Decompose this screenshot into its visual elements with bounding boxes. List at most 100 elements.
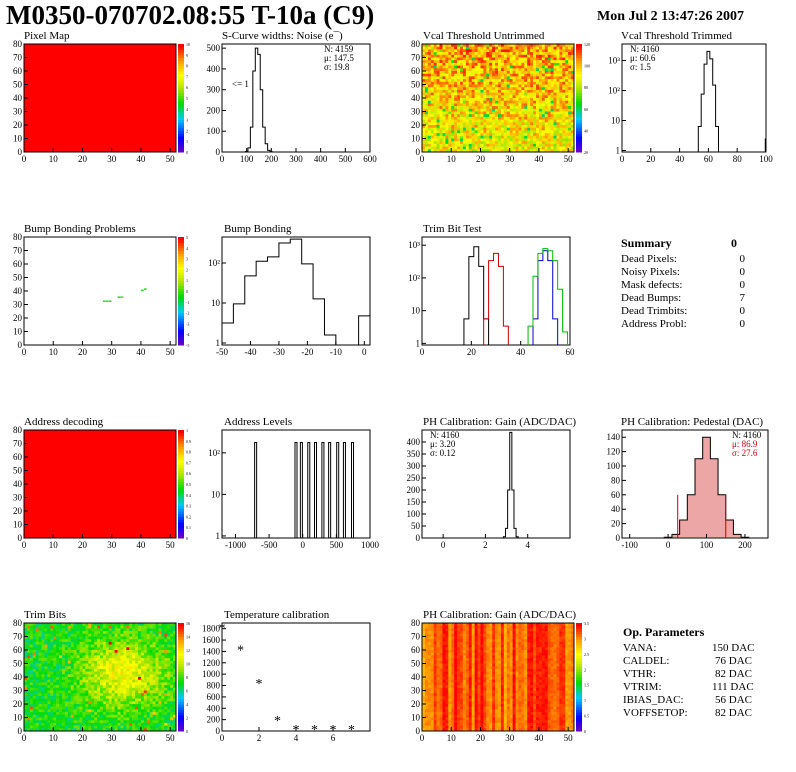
heatmap-cell	[500, 143, 505, 147]
heatmap-cell	[562, 89, 566, 93]
heatmap-cell	[424, 116, 429, 120]
heatmap-cell	[161, 687, 165, 691]
heatmap-cell	[536, 87, 540, 91]
heatmap-cell	[167, 704, 171, 707]
heatmap-cell	[512, 79, 516, 83]
heatmap-cell	[123, 628, 127, 632]
heatmap-cell	[541, 141, 546, 145]
heatmap-cell	[94, 666, 98, 670]
colorbar-segment	[178, 505, 184, 509]
heatmap-cell	[24, 728, 28, 732]
heatmap-cell	[553, 119, 557, 123]
heatmap-cell	[486, 71, 490, 74]
heatmap-cell	[460, 141, 464, 145]
heatmap-cell	[436, 116, 440, 120]
heatmap-cell	[506, 46, 510, 50]
heatmap-cell	[138, 668, 142, 672]
heatmap-cell	[483, 81, 487, 85]
heatmap-cell	[149, 679, 153, 683]
heatmap-cell	[26, 720, 31, 724]
heatmap-cell	[62, 636, 66, 640]
heatmap-cell	[26, 695, 31, 699]
heatmap-cell	[503, 122, 508, 126]
heatmap-cell	[167, 722, 171, 726]
heatmap-cell	[530, 65, 534, 69]
heatmap-cell	[565, 92, 569, 96]
heatmap-cell	[76, 650, 80, 653]
heatmap-cell	[509, 143, 513, 147]
heatmap-cell	[433, 119, 437, 123]
heatmap-cell	[562, 143, 566, 147]
heatmap-cell	[155, 652, 159, 656]
heatmap-cell	[430, 698, 434, 702]
colorbar-label: 9	[186, 53, 188, 58]
colorbar-segment	[576, 149, 582, 153]
heatmap-cell	[500, 92, 505, 96]
heatmap-cell	[524, 125, 528, 128]
heatmap-cell	[59, 644, 63, 648]
heatmap-cell	[135, 666, 139, 670]
colorbar-segment	[178, 712, 184, 716]
heatmap-cell	[155, 679, 159, 683]
heatmap-cell	[94, 728, 98, 732]
heatmap-cell	[568, 71, 572, 74]
heatmap-cell	[503, 92, 508, 96]
heatmap-cell	[486, 81, 490, 85]
heatmap-cell	[117, 712, 121, 716]
heatmap-cell	[565, 127, 569, 131]
heatmap-cell	[85, 709, 89, 713]
heatmap-cell	[427, 76, 432, 80]
heatmap-cell	[486, 106, 490, 110]
heatmap-cell	[120, 701, 124, 705]
heatmap-cell	[492, 87, 496, 91]
heatmap-cell	[553, 49, 557, 53]
colorbar-segment	[178, 454, 184, 458]
heatmap-cell	[146, 704, 150, 707]
heatmap-cell	[161, 682, 165, 686]
heatmap-cell	[457, 81, 461, 85]
heatmap-cell	[521, 68, 525, 72]
dead-bump-pixel	[143, 288, 147, 290]
stats-line: μ: 147.5	[324, 53, 354, 63]
heatmap-cell	[442, 111, 446, 115]
heatmap-cell	[29, 668, 34, 672]
heatmap-cell	[117, 706, 121, 710]
heatmap-cell	[448, 57, 452, 61]
y-tick-label: 70	[411, 53, 421, 63]
heatmap-cell	[468, 98, 472, 101]
heatmap-cell	[158, 714, 162, 718]
heatmap-cell	[146, 644, 150, 648]
heatmap-cell	[152, 623, 156, 626]
heatmap-cell	[100, 666, 104, 670]
heatmap-cell	[571, 106, 575, 110]
heatmap-cell	[530, 49, 534, 53]
heatmap-cell	[152, 671, 156, 675]
heatmap-cell	[474, 87, 478, 91]
heatmap-cell	[433, 89, 437, 93]
heatmap-cell	[44, 633, 48, 637]
heatmap-cell	[117, 623, 121, 626]
heatmap-cell	[445, 71, 449, 74]
heatmap-cell	[471, 76, 475, 80]
heatmap-cell	[486, 103, 490, 107]
heatmap-cell	[73, 717, 77, 721]
heatmap-cell	[495, 133, 499, 137]
colorbar-segment	[178, 135, 184, 139]
heatmap-cell	[550, 44, 554, 47]
heatmap-cell	[553, 81, 557, 85]
heatmap-cell	[62, 682, 66, 686]
colorbar-segment	[178, 272, 184, 276]
heatmap-cell	[47, 720, 51, 724]
heatmap-cell	[76, 709, 80, 713]
heatmap-cell	[132, 725, 136, 729]
heatmap-cell	[518, 79, 522, 83]
heatmap-cell	[152, 720, 156, 724]
heatmap-cell	[442, 146, 446, 150]
heatmap-cell	[35, 704, 39, 707]
heatmap-cell	[120, 728, 124, 732]
heatmap-cell	[477, 54, 481, 58]
heatmap-cell	[170, 720, 174, 724]
heatmap-cell	[76, 722, 80, 726]
heatmap-cell	[538, 49, 543, 53]
heatmap-cell	[108, 725, 112, 729]
